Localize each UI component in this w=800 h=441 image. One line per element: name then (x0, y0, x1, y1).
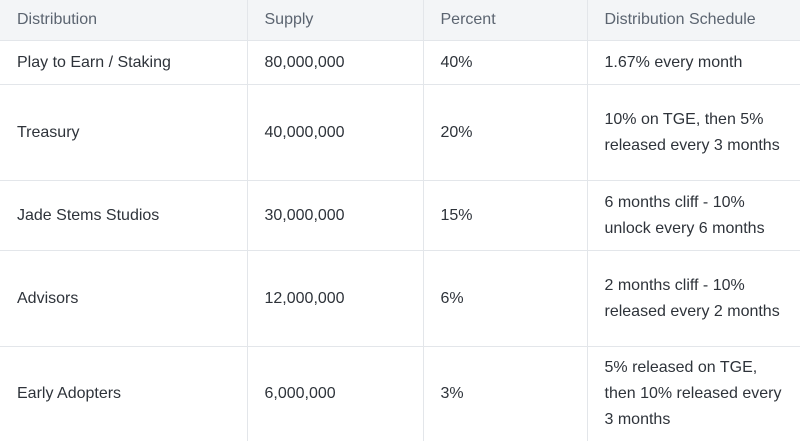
header-percent: Percent (423, 0, 587, 41)
table-row: Jade Stems Studios 30,000,000 15% 6 mont… (0, 181, 800, 251)
cell-supply: 30,000,000 (247, 181, 423, 251)
cell-distribution: Treasury (0, 85, 247, 181)
cell-supply: 40,000,000 (247, 85, 423, 181)
cell-percent: 6% (423, 251, 587, 347)
cell-distribution: Jade Stems Studios (0, 181, 247, 251)
cell-percent: 40% (423, 41, 587, 85)
cell-schedule: 2 months cliff - 10% released every 2 mo… (587, 251, 800, 347)
cell-supply: 80,000,000 (247, 41, 423, 85)
cell-distribution: Early Adopters (0, 347, 247, 441)
table-row: Treasury 40,000,000 20% 10% on TGE, then… (0, 85, 800, 181)
cell-supply: 6,000,000 (247, 347, 423, 441)
header-distribution-schedule: Distribution Schedule (587, 0, 800, 41)
cell-percent: 15% (423, 181, 587, 251)
cell-supply: 12,000,000 (247, 251, 423, 347)
cell-distribution: Advisors (0, 251, 247, 347)
header-supply: Supply (247, 0, 423, 41)
table-row: Advisors 12,000,000 6% 2 months cliff - … (0, 251, 800, 347)
cell-schedule: 6 months cliff - 10% unlock every 6 mont… (587, 181, 800, 251)
table-row: Play to Earn / Staking 80,000,000 40% 1.… (0, 41, 800, 85)
cell-schedule: 10% on TGE, then 5% released every 3 mon… (587, 85, 800, 181)
cell-percent: 20% (423, 85, 587, 181)
cell-percent: 3% (423, 347, 587, 441)
cell-schedule: 5% released on TGE, then 10% released ev… (587, 347, 800, 441)
table-row: Early Adopters 6,000,000 3% 5% released … (0, 347, 800, 441)
cell-distribution: Play to Earn / Staking (0, 41, 247, 85)
cell-schedule: 1.67% every month (587, 41, 800, 85)
header-distribution: Distribution (0, 0, 247, 41)
table-header-row: Distribution Supply Percent Distribution… (0, 0, 800, 41)
